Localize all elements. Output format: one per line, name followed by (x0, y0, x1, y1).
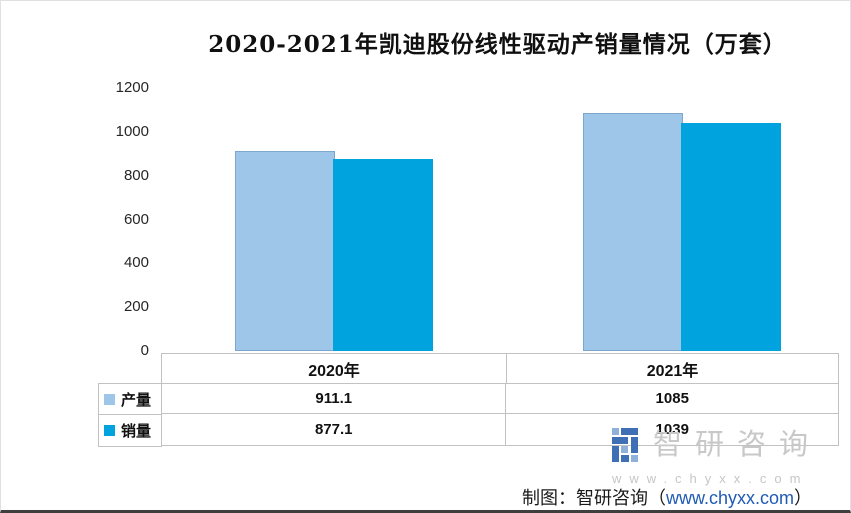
plot-area (156, 88, 839, 351)
table-row: 877.1 1039 (162, 414, 839, 446)
table-body: 911.1 1085 877.1 1039 (161, 383, 839, 446)
table-col-header-2020: 2020年 (162, 354, 507, 383)
legend-swatch-production-icon (104, 393, 115, 405)
y-tick-label: 600 (123, 210, 149, 228)
table-header-row: 2020年 2021年 (161, 353, 839, 384)
y-tick-label: 400 (123, 254, 149, 272)
table-col-header-2021: 2021年 (646, 362, 699, 380)
table-row-label-sales: 销量 (99, 415, 162, 447)
series-label-production: 产量 (121, 391, 152, 409)
table-row: 911.1 1085 (162, 383, 839, 414)
y-tick-label: 0 (140, 342, 149, 359)
y-tick-label: 1200 (115, 79, 149, 96)
bar-series0-cat0 (235, 151, 335, 351)
table-cell-sales-2020: 877.1 (162, 414, 507, 446)
caption-suffix: ） (794, 488, 812, 508)
bar-series1-cat1 (681, 123, 781, 351)
table-row-label-production: 产量 (99, 384, 162, 415)
table-cell-production-2020: 911.1 (162, 383, 507, 414)
caption-prefix: 制图：智研咨询（ (521, 488, 666, 508)
table-legend-column: 产量 销量 (98, 383, 162, 447)
y-tick-label: 200 (123, 298, 149, 316)
y-tick-label: 1000 (115, 122, 149, 140)
bar-series0-cat1 (583, 113, 683, 351)
chart-title: 2020-2021年凯迪股份线性驱动产销量情况（万套） (208, 31, 787, 58)
credit-caption: 制图：智研咨询（www.chyxx.com） (522, 484, 812, 510)
bar-series1-cat0 (333, 159, 433, 351)
series-label-sales: 销量 (121, 423, 152, 440)
caption-url: www.chyxx.com (665, 488, 794, 508)
table-cell-production-2021: 1085 (506, 383, 839, 414)
legend-swatch-sales-icon (104, 425, 115, 436)
table-cell-sales-2021: 1039 (506, 414, 839, 446)
y-tick-label: 800 (123, 166, 149, 184)
